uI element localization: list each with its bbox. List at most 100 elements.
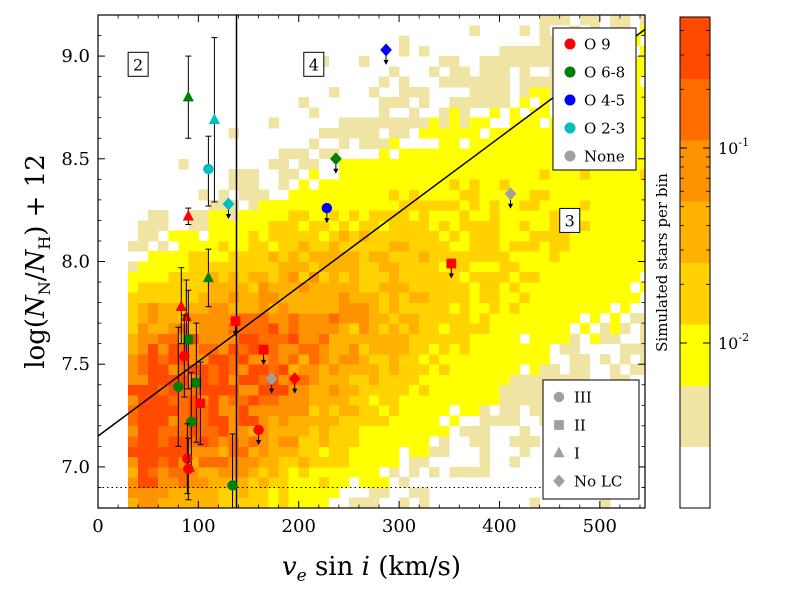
heatmap-cell (469, 86, 480, 98)
heatmap-cell (399, 292, 410, 303)
heatmap-cell (298, 158, 310, 170)
heatmap-cell (228, 487, 239, 499)
heatmap-cell (298, 261, 310, 273)
heatmap-cell (198, 415, 209, 427)
heatmap-cell (178, 158, 189, 170)
heatmap-cell (509, 384, 520, 396)
heatmap-cell (328, 477, 340, 488)
heatmap-cell (368, 323, 380, 334)
heatmap-cell (549, 323, 561, 334)
heatmap-cell (308, 415, 320, 427)
heatmap-cell (439, 364, 450, 375)
heatmap-cell (248, 343, 259, 355)
heatmap-cell (449, 323, 460, 334)
heatmap-cell (268, 302, 280, 314)
heatmap-cell (368, 282, 380, 293)
heatmap-cell (228, 415, 239, 427)
heatmap-cell (619, 189, 631, 201)
heatmap-cell (238, 210, 249, 221)
heatmap-cell (138, 487, 149, 499)
heatmap-cell (128, 261, 139, 273)
legend-label: None (584, 148, 625, 166)
heatmap-cell (358, 292, 370, 303)
heatmap-cell (379, 343, 390, 355)
data-marker (191, 377, 202, 388)
heatmap-cell (248, 487, 259, 499)
heatmap-cell (348, 282, 360, 293)
heatmap-cell (539, 230, 551, 242)
heatmap-cell (268, 117, 280, 129)
heatmap-cell (469, 353, 480, 365)
heatmap-cell (419, 261, 430, 273)
heatmap-cell (469, 466, 480, 478)
heatmap-cell (379, 230, 390, 242)
heatmap-cell (499, 210, 510, 221)
heatmap-cell (479, 395, 490, 406)
heatmap-cell (439, 148, 450, 160)
heatmap-cell (459, 343, 470, 355)
heatmap-cell (358, 138, 370, 149)
heatmap-cell (509, 148, 520, 160)
heatmap-cell (449, 158, 460, 170)
heatmap-cell (228, 374, 239, 386)
heatmap-cell (238, 497, 249, 508)
data-marker (227, 480, 238, 491)
heatmap-cell (198, 323, 209, 334)
heatmap-cell (489, 323, 500, 334)
heatmap-cell (529, 169, 541, 180)
heatmap-cell (168, 353, 179, 365)
heatmap-cell (128, 436, 139, 447)
heatmap-cell (539, 45, 551, 57)
heatmap-cell (509, 199, 520, 211)
heatmap-cell (489, 384, 500, 396)
heatmap-cell (429, 148, 440, 160)
heatmap-cell (519, 302, 530, 314)
heatmap-cell (368, 127, 380, 139)
heatmap-cell (168, 261, 179, 273)
heatmap-cell (379, 425, 390, 437)
heatmap-cell (248, 240, 259, 252)
heatmap-cell (188, 364, 199, 375)
heatmap-cell (579, 261, 591, 273)
heatmap-cell (419, 446, 430, 458)
heatmap-cell (429, 374, 440, 386)
heatmap-cell (288, 415, 300, 427)
heatmap-cell (148, 466, 159, 478)
heatmap-cell (489, 261, 500, 273)
heatmap-cell (228, 395, 239, 406)
heatmap-cell (218, 456, 229, 468)
heatmap-cell (599, 179, 611, 191)
heatmap-cell (358, 271, 370, 283)
heatmap-cell (399, 333, 410, 345)
heatmap-cell (479, 374, 490, 386)
heatmap-cell (368, 312, 380, 324)
heatmap-cell (198, 497, 209, 508)
heatmap-cell (449, 466, 460, 478)
heatmap-cell (288, 189, 300, 201)
heatmap-cell (389, 323, 400, 334)
heatmap-cell (509, 220, 520, 232)
heatmap-cell (389, 302, 400, 314)
heatmap-cell (539, 199, 551, 211)
heatmap-cell (489, 76, 500, 88)
heatmap-cell (529, 261, 541, 273)
heatmap-cell (589, 230, 601, 242)
heatmap-cell (639, 158, 645, 170)
heatmap-cell (639, 343, 645, 355)
heatmap-cell (469, 169, 480, 180)
heatmap-cell (639, 199, 645, 211)
heatmap-cell (268, 425, 280, 437)
heatmap-cell (509, 364, 520, 375)
heatmap-cell (619, 271, 631, 283)
heatmap-cell (629, 312, 641, 324)
legend-label: III (574, 389, 592, 407)
heatmap-cell (368, 261, 380, 273)
heatmap-cell (278, 148, 290, 160)
heatmap-cell (419, 425, 430, 437)
heatmap-cell (519, 271, 530, 283)
heatmap-cell (409, 323, 420, 334)
heatmap-cell (298, 302, 310, 314)
heatmap-cell (389, 312, 400, 324)
heatmap-cell (218, 425, 229, 437)
